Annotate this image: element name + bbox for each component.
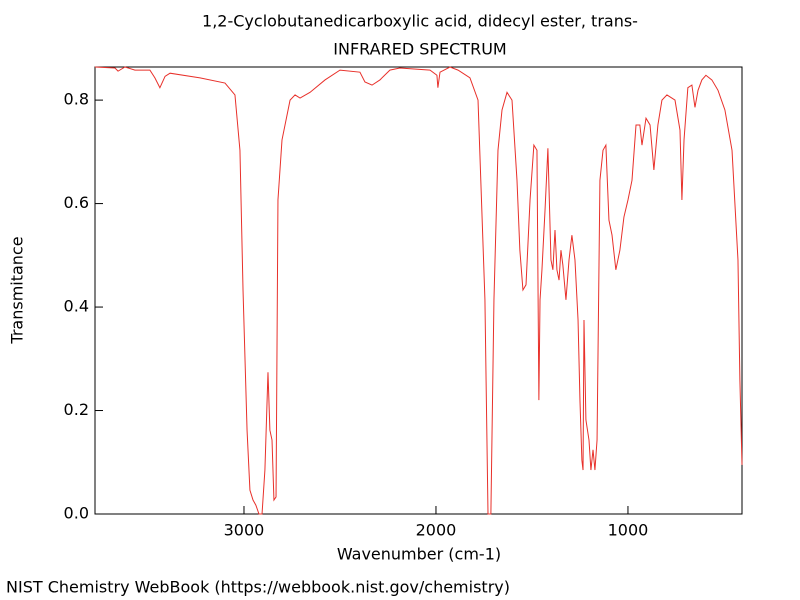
y-tick-label: 0.0 (64, 504, 89, 523)
y-tick-label: 0.8 (64, 90, 89, 109)
x-tick-label: 3000 (224, 521, 265, 540)
plot-frame (94, 66, 743, 515)
x-axis-label: Wavenumber (cm-1) (337, 545, 501, 564)
x-tick-label: 2000 (416, 521, 457, 540)
y-axis-label: Transmitance (8, 236, 27, 344)
y-tick-label: 0.2 (64, 400, 89, 419)
x-tick-label: 1000 (608, 521, 649, 540)
y-tick-label: 0.4 (64, 297, 89, 316)
footer: NIST Chemistry WebBook (https://webbook.… (6, 578, 510, 597)
y-tick-label: 0.6 (64, 193, 89, 212)
spectrum-line (94, 66, 743, 515)
chart-subtitle: INFRARED SPECTRUM (333, 40, 506, 59)
chart-title: 1,2-Cyclobutanedicarboxylic acid, didecy… (202, 12, 638, 31)
